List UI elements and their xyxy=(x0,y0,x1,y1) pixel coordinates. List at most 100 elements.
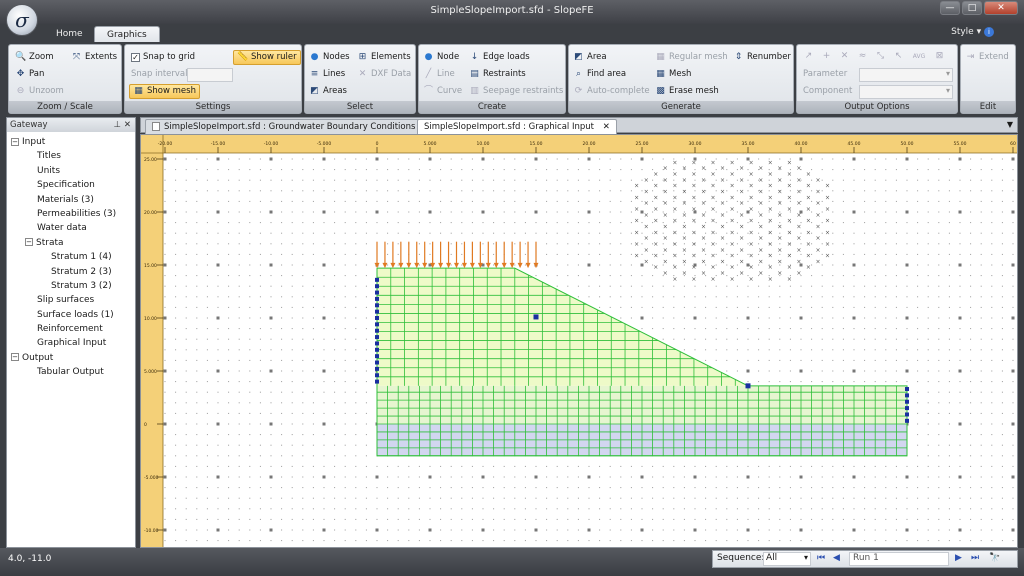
contour-icon[interactable]: ≈ xyxy=(858,51,867,61)
avg-icon[interactable]: AVG xyxy=(912,53,926,60)
restraints-button[interactable]: ▤ Restraints xyxy=(469,67,526,82)
tree-item[interactable]: − Output xyxy=(11,351,135,365)
grid-dot xyxy=(259,540,261,542)
seepage-restraints-button[interactable]: ▥ Seepage restraints xyxy=(469,84,563,99)
grid-dot xyxy=(959,296,961,298)
maximize-button[interactable]: □ xyxy=(962,1,982,15)
select-nodes-button[interactable]: ● Nodes xyxy=(309,50,350,65)
tree-item[interactable]: Titles xyxy=(11,149,135,163)
regular-mesh-button[interactable]: ▦ Regular mesh xyxy=(655,50,727,65)
select-dxf-data-button[interactable]: ✕ DXF Data xyxy=(357,67,412,82)
show-ruler-button[interactable]: 📏 Show ruler xyxy=(233,50,301,65)
find-area-button[interactable]: ⌕ Find area xyxy=(573,67,626,82)
grid-dot xyxy=(917,264,919,266)
grid-dot xyxy=(577,529,579,531)
unzoom-button[interactable]: ⊖ Unzoom xyxy=(15,84,64,99)
style-menu[interactable]: Style ▾ i xyxy=(951,27,994,37)
grid-dot xyxy=(620,296,622,298)
tree-item[interactable]: Stratum 2 (3) xyxy=(11,265,135,279)
grid-dot xyxy=(185,232,187,234)
previous-run-icon[interactable]: ◀ xyxy=(833,553,840,563)
collapse-icon[interactable]: − xyxy=(25,238,33,247)
grid-dot xyxy=(450,465,452,467)
parameter-select[interactable]: ▾ xyxy=(859,68,953,82)
graphics-canvas[interactable]: × × × × × × × × × × × × × × × × × × × × × × × × × × × × × × × × × × × × × × × ×… xyxy=(140,134,1018,548)
tab-list-dropdown-icon[interactable]: ▼ xyxy=(1006,120,1013,129)
run-field[interactable]: Run 1 xyxy=(849,552,949,566)
find-icon[interactable]: 🔭 xyxy=(989,553,1001,563)
snap-to-grid-checkbox[interactable]: ✓ Snap to grid xyxy=(131,50,195,65)
doc-tab-graphical-input[interactable]: SimpleSlopeImport.sfd : Graphical Input … xyxy=(417,119,617,134)
last-run-icon[interactable]: ⏭ xyxy=(971,553,980,563)
create-node-button[interactable]: ● Node xyxy=(423,50,460,65)
tree-item[interactable]: Graphical Input xyxy=(11,336,135,350)
tree-item[interactable]: Surface loads (1) xyxy=(11,308,135,322)
next-run-icon[interactable]: ▶ xyxy=(955,553,962,563)
close-icon[interactable]: ✕ xyxy=(602,122,610,132)
create-curve-button[interactable]: ⌒ Curve xyxy=(423,84,462,99)
arrow-icon[interactable]: ↗ xyxy=(804,51,813,61)
tree-item[interactable]: Reinforcement xyxy=(11,322,135,336)
doc-tab-groundwater[interactable]: SimpleSlopeImport.sfd : Groundwater Boun… xyxy=(145,119,423,134)
vector-icon[interactable]: ↖ xyxy=(894,51,903,61)
auto-complete-button[interactable]: ⟳ Auto-complete xyxy=(573,84,650,99)
pan-button[interactable]: ✥ Pan xyxy=(15,67,45,82)
grid-dot xyxy=(885,359,887,361)
graphics-svg[interactable]: ××××××××××××××××××××××××××××××××××××××××… xyxy=(141,135,1018,548)
tree-item[interactable]: Units xyxy=(11,164,135,178)
collapse-icon[interactable]: − xyxy=(11,137,19,146)
zoom-button[interactable]: 🔍 Zoom xyxy=(15,50,54,65)
collapse-icon[interactable]: − xyxy=(11,353,19,362)
tab-home[interactable]: Home xyxy=(56,29,83,39)
grid-dot xyxy=(334,455,336,457)
tree-item[interactable]: Water data xyxy=(11,221,135,235)
tree-item[interactable]: Materials (3) xyxy=(11,193,135,207)
tree-item[interactable]: Stratum 3 (2) xyxy=(11,279,135,293)
tree-item[interactable]: Tabular Output xyxy=(11,365,135,379)
x-ruler-label: 15.00 xyxy=(530,141,543,147)
tree-item[interactable]: Stratum 1 (4) xyxy=(11,250,135,264)
tree-item[interactable]: − Input xyxy=(11,135,135,149)
grid-dot xyxy=(503,540,505,542)
restraint-node xyxy=(905,399,909,404)
area-button[interactable]: ◩ Area xyxy=(573,50,606,65)
grid-dot xyxy=(853,275,855,277)
create-line-button[interactable]: ╱ Line xyxy=(423,67,455,82)
grid-dot xyxy=(408,518,410,520)
first-run-icon[interactable]: ⏮ xyxy=(817,553,826,563)
tab-graphics[interactable]: Graphics xyxy=(94,26,160,42)
grid-dot xyxy=(365,222,367,224)
extend-button[interactable]: ⇥ Extend xyxy=(965,50,1009,65)
pin-icon[interactable]: ⊥ xyxy=(113,120,121,130)
select-areas-button[interactable]: ◩ Areas xyxy=(309,84,347,99)
tree-item[interactable]: − Strata xyxy=(11,236,135,250)
tree-item[interactable]: Slip surfaces xyxy=(11,293,135,307)
deform-icon[interactable]: ⤡ xyxy=(876,51,885,61)
cross-icon[interactable]: ✕ xyxy=(840,51,849,61)
grid-dot xyxy=(662,518,664,520)
close-button[interactable]: ✕ xyxy=(984,1,1018,15)
plus-icon[interactable]: + xyxy=(822,51,831,61)
app-logo-icon[interactable]: σ xyxy=(6,4,38,36)
close-icon[interactable]: ✕ xyxy=(123,120,131,130)
dxf-point: × xyxy=(749,229,754,236)
sequence-select[interactable]: All ▾ xyxy=(763,552,811,566)
show-mesh-button[interactable]: ▦ Show mesh xyxy=(129,84,200,99)
edge-loads-button[interactable]: ↓ Edge loads xyxy=(469,50,530,65)
grid-dot xyxy=(768,487,770,489)
tree-item[interactable]: Specification xyxy=(11,178,135,192)
extents-button[interactable]: ⤧ Extents xyxy=(71,50,117,65)
minimize-button[interactable]: — xyxy=(940,1,960,15)
select-elements-button[interactable]: ⊞ Elements xyxy=(357,50,411,65)
mesh-button[interactable]: ▦ Mesh xyxy=(655,67,691,82)
renumber-button[interactable]: ⇕ Renumber xyxy=(733,50,791,65)
help-icon[interactable]: i xyxy=(984,27,994,37)
grid-dot xyxy=(365,370,367,372)
select-lines-button[interactable]: ≡ Lines xyxy=(309,67,345,82)
tree-item[interactable]: Permeabilities (3) xyxy=(11,207,135,221)
component-select[interactable]: ▾ xyxy=(859,85,953,99)
grid-dot xyxy=(821,518,823,520)
erase-mesh-button[interactable]: ▩ Erase mesh xyxy=(655,84,719,99)
grid-icon[interactable]: ⊠ xyxy=(935,51,944,61)
snap-interval-input[interactable] xyxy=(187,68,233,82)
